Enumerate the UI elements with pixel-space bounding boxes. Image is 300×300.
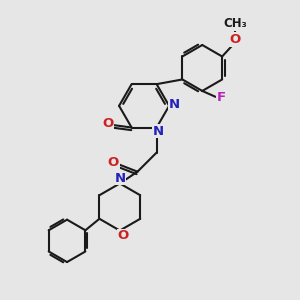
Text: O: O — [108, 156, 119, 169]
Text: O: O — [229, 33, 240, 46]
Text: O: O — [118, 230, 129, 242]
Text: CH₃: CH₃ — [223, 17, 247, 30]
Text: N: N — [152, 124, 164, 137]
Text: F: F — [216, 92, 225, 104]
Text: N: N — [169, 98, 180, 111]
Text: N: N — [114, 172, 125, 185]
Text: O: O — [102, 117, 114, 130]
